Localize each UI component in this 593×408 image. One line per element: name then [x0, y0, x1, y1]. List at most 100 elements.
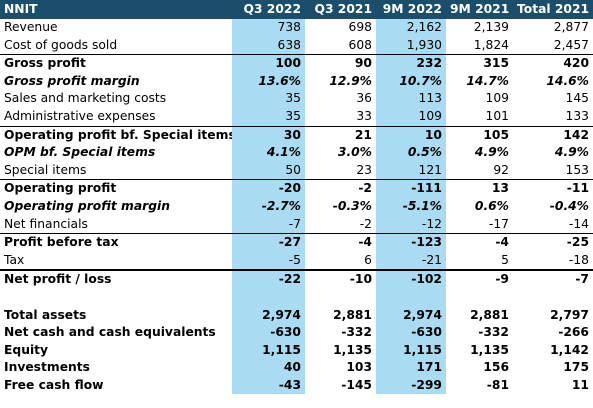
cell-q3-2021: -4	[305, 233, 376, 252]
cell-total-2021: 133	[565, 108, 589, 123]
cell-9m-2022: 1,115	[376, 341, 446, 360]
cell-total-2021: -25	[513, 233, 593, 252]
cell-9m-2022: -21	[376, 251, 446, 271]
cell-label: Operating profit margin	[4, 198, 170, 213]
cell-9m-2022: 232	[376, 54, 446, 73]
cell-q3-2022: 638	[232, 36, 305, 55]
cell-q3-2022	[232, 288, 305, 307]
cell-9m-2022: 10	[376, 125, 446, 145]
table-row: Operating profit bf. Special items 30 21 10…	[0, 125, 593, 145]
cell-total-2021: 1,142	[550, 342, 589, 357]
cell-total-2021: 4.9%	[554, 145, 589, 160]
cell-q3-2021: 698	[348, 20, 372, 34]
table-row: Total assets 2,974 2,881 2,974 2,881 2,797	[0, 306, 593, 325]
cell-9m-2022: 2,974	[376, 306, 446, 325]
cell-9m-2021: -332	[478, 325, 509, 340]
cell-label: Profit before tax	[0, 233, 232, 252]
cell-q3-2022: 35	[232, 107, 305, 127]
table-row: Net profit / loss -22 -10 -102 -9 -7	[0, 269, 593, 289]
cell-9m-2021: -9	[446, 269, 513, 289]
cell-q3-2022: 50	[232, 161, 305, 180]
cell-q3-2022: 738	[232, 19, 305, 37]
cell-9m-2021	[446, 289, 513, 307]
table-row: Sales and marketing costs 35 36 113 109 145	[0, 90, 593, 108]
cell-q3-2021: -145	[341, 377, 372, 392]
financial-table: NNIT Q3 2022 Q3 2021 9M 2022 9M 2021 Tot…	[0, 0, 593, 395]
table-row: Revenue 738 698 2,162 2,139 2,877	[0, 19, 593, 37]
cell-9m-2021: 92	[493, 162, 509, 177]
table-spacer-row	[0, 288, 593, 307]
cell-total-2021: -14	[568, 216, 589, 231]
cell-q3-2022: 13.6%	[232, 72, 305, 91]
cell-label: OPM bf. Special items	[4, 145, 156, 160]
cell-label	[0, 289, 232, 307]
cell-total-2021: 175	[563, 360, 589, 375]
table-row: Tax -5 6 -21 5 -18	[0, 251, 593, 271]
cell-q3-2022: 100	[232, 54, 305, 73]
header-q3-2021: Q3 2021	[305, 0, 376, 19]
cell-label: Cost of goods sold	[4, 37, 118, 52]
cell-q3-2022: -27	[232, 233, 305, 252]
header-9m-2021: 9M 2021	[446, 0, 513, 19]
table-row: Operating profit margin -2.7% -0.3% -5.1% 0.…	[0, 197, 593, 216]
cell-9m-2022: -630	[376, 324, 446, 342]
cell-9m-2022: 171	[376, 359, 446, 377]
cell-9m-2022	[376, 288, 446, 307]
cell-label: Free cash flow	[4, 377, 104, 392]
cell-q3-2022: -22	[232, 269, 305, 289]
cell-total-2021: 420	[513, 54, 593, 73]
cell-9m-2022: 1,930	[376, 36, 446, 55]
cell-9m-2021: 1,824	[473, 37, 509, 52]
cell-q3-2022: -7	[232, 215, 305, 234]
cell-q3-2021: 608	[348, 37, 372, 52]
cell-q3-2021: 6	[364, 252, 372, 267]
cell-q3-2021: -0.3%	[332, 198, 372, 213]
cell-q3-2021: -10	[305, 269, 376, 289]
cell-total-2021	[513, 289, 593, 307]
cell-9m-2022: 2,162	[376, 19, 446, 37]
cell-total-2021: 142	[513, 125, 593, 145]
cell-q3-2022: -5	[232, 251, 305, 271]
cell-label: Special items	[4, 162, 87, 177]
cell-9m-2022: 121	[376, 161, 446, 180]
cell-9m-2021: 5	[501, 252, 509, 267]
cell-q3-2021: 90	[305, 54, 376, 73]
cell-q3-2021: 23	[356, 162, 372, 177]
cell-9m-2021: 14.7%	[466, 73, 509, 88]
cell-9m-2022: 113	[376, 90, 446, 108]
table-row: Net financials -7 -2 -12 -17 -14	[0, 215, 593, 234]
cell-q3-2021: 21	[305, 125, 376, 145]
cell-9m-2021: 2,881	[470, 307, 509, 322]
cell-9m-2022: -123	[376, 233, 446, 252]
cell-label: Net financials	[4, 216, 88, 231]
cell-label: Operating profit bf. Special items	[0, 125, 232, 145]
cell-9m-2022: 0.5%	[376, 144, 446, 162]
cell-q3-2022: 30	[232, 125, 305, 145]
cell-label: Administrative expenses	[4, 108, 156, 123]
cell-9m-2022: -299	[376, 376, 446, 395]
cell-total-2021: 2,797	[550, 307, 589, 322]
cell-9m-2021: -81	[486, 377, 509, 392]
cell-label: Gross profit	[0, 54, 232, 73]
cell-total-2021: -0.4%	[549, 198, 589, 213]
table-row: Gross profit 100 90 232 315 420	[0, 54, 593, 73]
cell-9m-2022: 109	[376, 107, 446, 127]
table-row: Profit before tax -27 -4 -123 -4 -25	[0, 233, 593, 252]
table-row: Special items 50 23 121 92 153	[0, 161, 593, 180]
cell-label: Equity	[4, 342, 49, 357]
table-row: Free cash flow -43 -145 -299 -81 11	[0, 376, 593, 395]
cell-9m-2021: 2,139	[473, 20, 509, 34]
table-body: Revenue 738 698 2,162 2,139 2,877 Cost of good…	[0, 19, 593, 395]
cell-9m-2021: 101	[485, 108, 509, 123]
cell-9m-2021: 4.9%	[474, 145, 509, 160]
cell-total-2021: -11	[513, 179, 593, 198]
table-row: Equity 1,115 1,135 1,115 1,135 1,142	[0, 341, 593, 360]
header-total-2021: Total 2021	[513, 0, 593, 19]
table-row: Operating profit -20 -2 -111 13 -11	[0, 179, 593, 198]
table-row: OPM bf. Special items 4.1% 3.0% 0.5% 4.9% 4.9…	[0, 144, 593, 162]
table-row: Cost of goods sold 638 608 1,930 1,824 2,457	[0, 36, 593, 55]
cell-9m-2022: -5.1%	[376, 197, 446, 216]
header-label: NNIT	[0, 0, 232, 19]
cell-label: Net cash and cash equivalents	[4, 325, 216, 340]
